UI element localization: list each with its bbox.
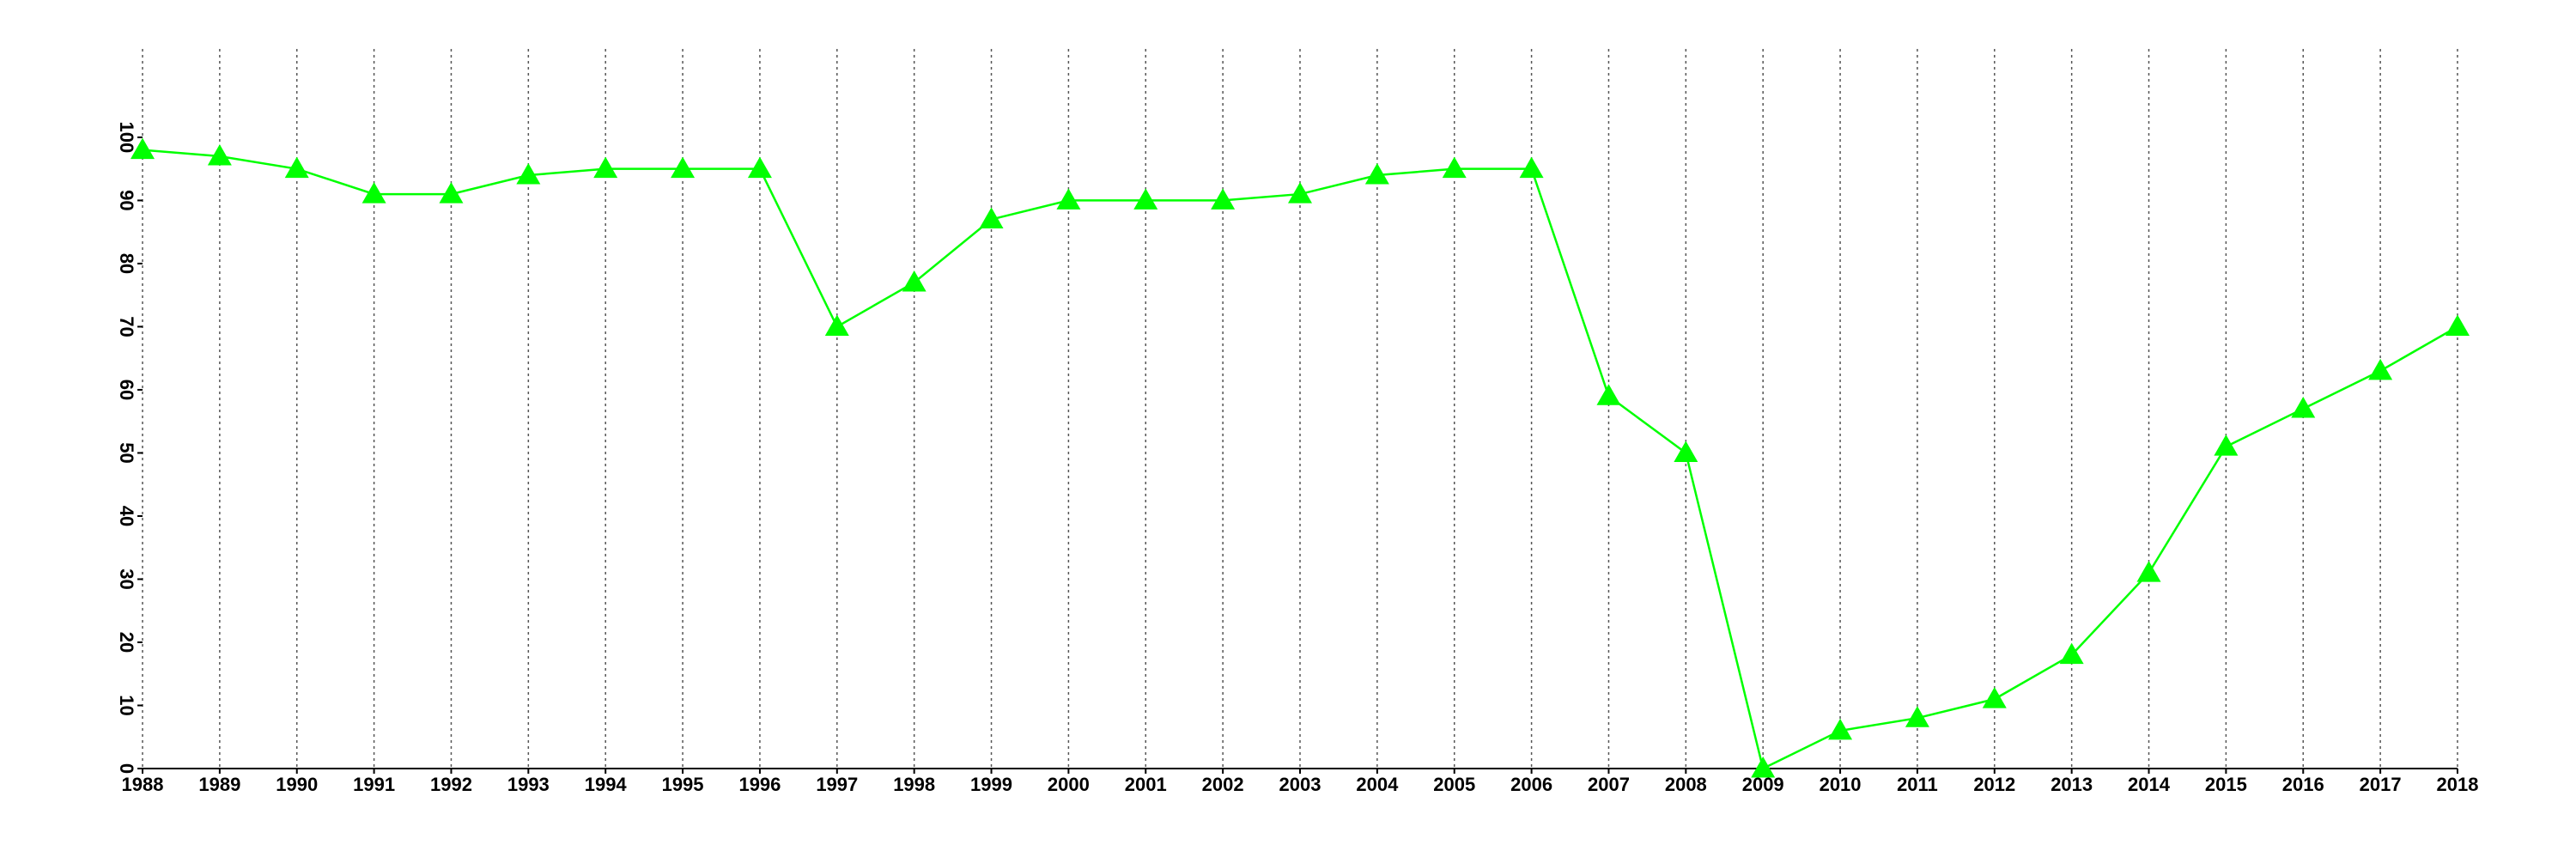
marker [671,156,696,179]
x-tick-label: 2005 [1433,774,1475,795]
x-tick-label: 2016 [2282,774,2324,795]
marker [1056,188,1081,210]
x-tick-label: 1999 [970,774,1012,795]
y-tick-label: 70 [116,316,137,337]
x-tick-label: 2001 [1125,774,1167,795]
marker [2059,642,2084,665]
marker [516,163,541,185]
x-tick-label: 2015 [2205,774,2247,795]
marker [2136,561,2161,582]
y-tick-label: 30 [116,568,137,589]
marker [902,270,927,292]
marker [1905,706,1929,727]
x-tick-label: 1991 [353,774,395,795]
x-tick-label: 2000 [1048,774,1090,795]
marker [747,156,772,179]
x-tick-label: 2004 [1356,774,1399,795]
marker [361,182,386,204]
x-tick-label: 2014 [2128,774,2171,795]
y-tick-label: 60 [116,380,137,400]
marker [1596,384,1621,405]
x-tick-label: 2006 [1510,774,1552,795]
x-tick-label: 2017 [2360,774,2402,795]
marker [2214,435,2239,456]
x-tick-label: 1988 [122,774,164,795]
y-tick-label: 0 [116,763,137,774]
marker [979,207,1004,228]
y-tick-label: 90 [116,190,137,210]
y-tick-label: 20 [116,632,137,653]
x-tick-label: 1994 [585,774,628,795]
marker [131,137,155,160]
x-tick-label: 2013 [2050,774,2093,795]
x-tick-label: 1993 [507,774,550,795]
y-tick-label: 10 [116,695,137,715]
x-tick-label: 2018 [2437,774,2479,795]
x-tick-label: 1992 [430,774,472,795]
x-tick-label: 1995 [662,774,704,795]
x-tick-label: 2007 [1588,774,1630,795]
x-tick-label: 1998 [893,774,935,795]
marker [284,156,309,179]
x-tick-label: 1990 [276,774,318,795]
marker [1519,156,1544,179]
marker [2291,397,2316,418]
x-tick-label: 1989 [198,774,240,795]
x-tick-label: 1997 [816,774,858,795]
marker [1211,188,1236,210]
y-tick-label: 80 [116,253,137,274]
marker [1674,441,1698,462]
marker [1288,182,1312,204]
marker [1364,163,1389,185]
marker [207,143,232,166]
x-tick-label: 2002 [1202,774,1244,795]
marker [1982,687,2007,708]
marker [2445,314,2470,336]
y-tick-label: 50 [116,442,137,463]
marker [1828,718,1853,740]
x-tick-label: 2011 [1897,774,1938,795]
x-tick-label: 2003 [1279,774,1321,795]
y-tick-label: 40 [116,506,137,526]
marker [439,182,464,204]
marker [824,314,849,336]
x-tick-label: 2012 [1973,774,2015,795]
marker [593,156,618,179]
x-tick-label: 2008 [1665,774,1707,795]
marker [2368,358,2393,380]
marker [1751,757,1776,778]
marker [1133,188,1158,210]
x-tick-label: 2010 [1820,774,1862,795]
y-tick-label: 100 [116,122,137,154]
x-tick-label: 1996 [738,774,781,795]
marker [1442,156,1467,179]
